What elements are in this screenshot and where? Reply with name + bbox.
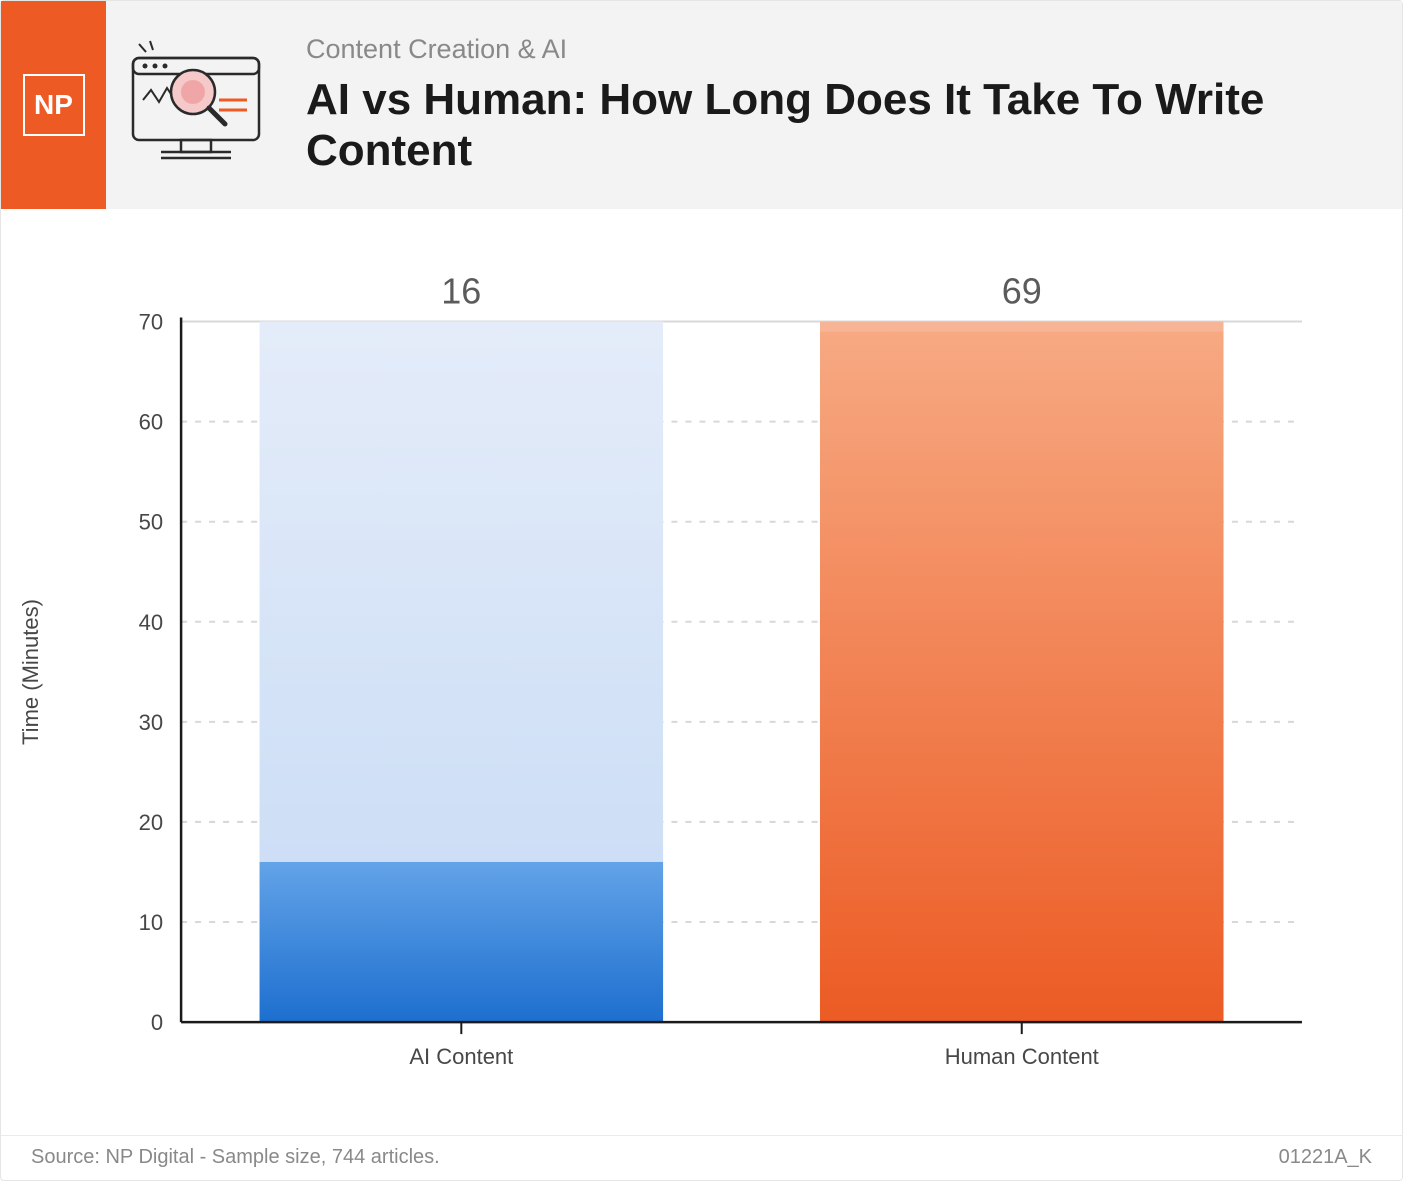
y-axis-label: Time (Minutes) (18, 599, 44, 745)
source-text: Source: NP Digital - Sample size, 744 ar… (31, 1146, 440, 1169)
main-title: AI vs Human: How Long Does It Take To Wr… (306, 75, 1362, 176)
svg-text:20: 20 (139, 810, 163, 835)
brand-logo-text: NP (34, 92, 73, 117)
bar-chart: 0 10 20 30 40 50 60 70 16 AI Content 69 Human Conte… (61, 259, 1342, 1105)
chart-area: Time (Minutes) 0 10 20 30 40 50 60 70 16 AI Conte… (1, 209, 1402, 1135)
svg-text:0: 0 (151, 1010, 163, 1035)
brand-logo-box: NP (23, 74, 85, 136)
infographic-container: NP Cont (0, 0, 1403, 1181)
svg-text:70: 70 (139, 310, 163, 335)
svg-text:AI Content: AI Content (409, 1044, 513, 1069)
title-block: Content Creation & AI AI vs Human: How L… (286, 1, 1402, 209)
monitor-search-icon (106, 1, 286, 209)
svg-text:16: 16 (441, 271, 481, 312)
footer: Source: NP Digital - Sample size, 744 ar… (1, 1135, 1402, 1180)
svg-text:10: 10 (139, 910, 163, 935)
svg-text:40: 40 (139, 610, 163, 635)
brand-logo-block: NP (1, 1, 106, 209)
svg-text:30: 30 (139, 710, 163, 735)
eyebrow-text: Content Creation & AI (306, 34, 1362, 65)
svg-text:69: 69 (1002, 271, 1042, 312)
svg-text:50: 50 (139, 510, 163, 535)
reference-code: 01221A_K (1279, 1146, 1372, 1169)
svg-text:60: 60 (139, 410, 163, 435)
header: NP Cont (1, 1, 1402, 209)
svg-text:Human Content: Human Content (945, 1044, 1099, 1069)
